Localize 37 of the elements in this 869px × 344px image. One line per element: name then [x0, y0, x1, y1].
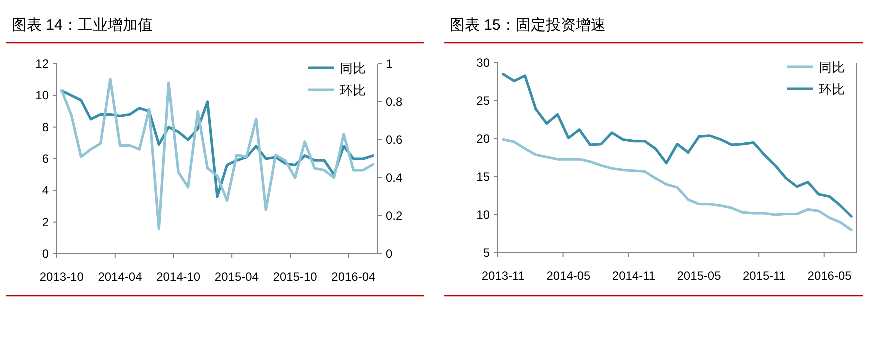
x-tick-label: 2014-05 [546, 269, 592, 283]
x-tick-label: 2013-10 [40, 270, 84, 284]
y-tick-label: 5 [483, 246, 490, 260]
y2-tick-label: 0.4 [386, 171, 404, 185]
x-tick-label: 2015-11 [742, 269, 786, 283]
x-tick-label: 2014-04 [98, 270, 143, 284]
y-tick-label: 30 [476, 56, 490, 70]
y-tick-label: 12 [36, 57, 50, 71]
chart-title: 图表 14：工业增加值 [12, 17, 153, 34]
y-tick-label: 20 [476, 132, 490, 146]
y-tick-label: 8 [42, 120, 50, 134]
y-tick-label: 6 [42, 152, 50, 166]
chart-title: 图表 15：固定投资增速 [450, 17, 606, 34]
legend-label: 同比 [340, 61, 366, 76]
x-tick-label: 2016-04 [332, 270, 376, 284]
y2-tick-label: 0.6 [386, 133, 404, 147]
y-tick-label: 4 [42, 184, 50, 198]
x-tick-label: 2016-05 [808, 269, 852, 283]
x-tick-label: 2014-10 [156, 270, 201, 284]
x-tick-label: 2014-11 [612, 269, 656, 283]
x-tick-label: 2015-04 [214, 270, 260, 284]
y2-tick-label: 0.2 [386, 209, 404, 223]
y2-tick-label: 1 [386, 57, 393, 71]
y2-tick-label: 0 [386, 247, 393, 261]
y-tick-label: 0 [42, 247, 50, 261]
x-tick-label: 2015-05 [677, 269, 722, 283]
y-tick-label: 10 [476, 208, 490, 222]
x-tick-label: 2013-11 [482, 269, 526, 283]
y-tick-label: 15 [476, 170, 490, 184]
y-tick-label: 2 [42, 215, 50, 230]
legend-label: 同比 [819, 60, 845, 75]
y-tick-label: 10 [36, 88, 50, 103]
x-tick-label: 2015-10 [273, 270, 318, 284]
legend-label: 环比 [819, 82, 845, 97]
y2-tick-label: 0.8 [386, 95, 404, 109]
legend-label: 环比 [340, 83, 366, 98]
y-tick-label: 25 [476, 94, 490, 108]
